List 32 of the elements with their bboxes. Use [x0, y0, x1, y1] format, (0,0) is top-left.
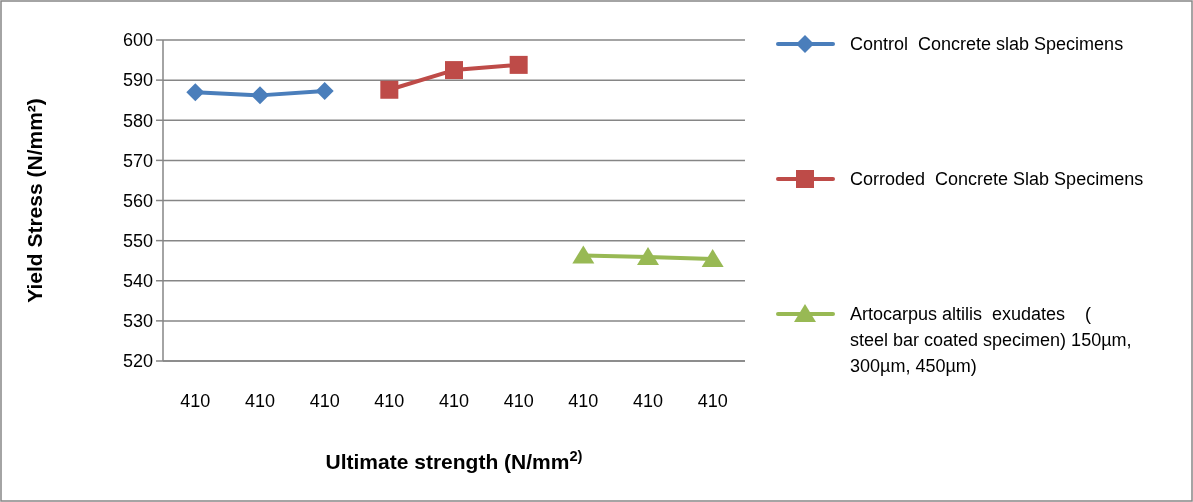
y-tick-label: 550 [122, 230, 153, 251]
x-tick-label: 410 [180, 391, 211, 411]
y-axis-title: Yield Stress (N/mm²) [23, 98, 46, 303]
y-tick-label: 520 [122, 351, 153, 372]
point [186, 83, 205, 102]
point [701, 249, 724, 268]
y-tick-label: 530 [122, 311, 153, 332]
x-axis-title: Ultimate strength (N/mm$^{2)}$ [325, 448, 583, 473]
x-tick-label: 410 [244, 391, 276, 411]
legend-label: Control Concrete slab Specimens [850, 34, 1124, 54]
legend-label: Corroded Concrete Slab Specimens [850, 169, 1144, 189]
x-tick-label: 410 [374, 391, 405, 411]
point [445, 61, 463, 80]
point [572, 245, 595, 264]
y-tick-label: 590 [122, 70, 153, 91]
x-tick-label: 410 [568, 391, 599, 411]
x-tick-label: 410 [632, 391, 664, 411]
point [509, 55, 528, 74]
y-tick-label: 580 [122, 110, 153, 131]
point [315, 81, 334, 100]
x-tick-label: 410 [309, 391, 340, 411]
point [251, 86, 269, 105]
y-tick-label: 560 [122, 190, 153, 211]
x-tick-label: 410 [503, 391, 534, 411]
x-tick-label: 410 [438, 391, 470, 411]
point [637, 247, 659, 266]
y-tick-label: 600 [122, 30, 153, 51]
point [380, 80, 399, 99]
legend-label: Artocarpus altilis exudates ( steel bar coated specimen) 150µm, 300µm, 450µm) [850, 304, 1132, 376]
y-tick-label: 570 [122, 150, 153, 171]
y-tick-label: 540 [122, 271, 153, 292]
x-tick-label: 410 [697, 391, 728, 411]
